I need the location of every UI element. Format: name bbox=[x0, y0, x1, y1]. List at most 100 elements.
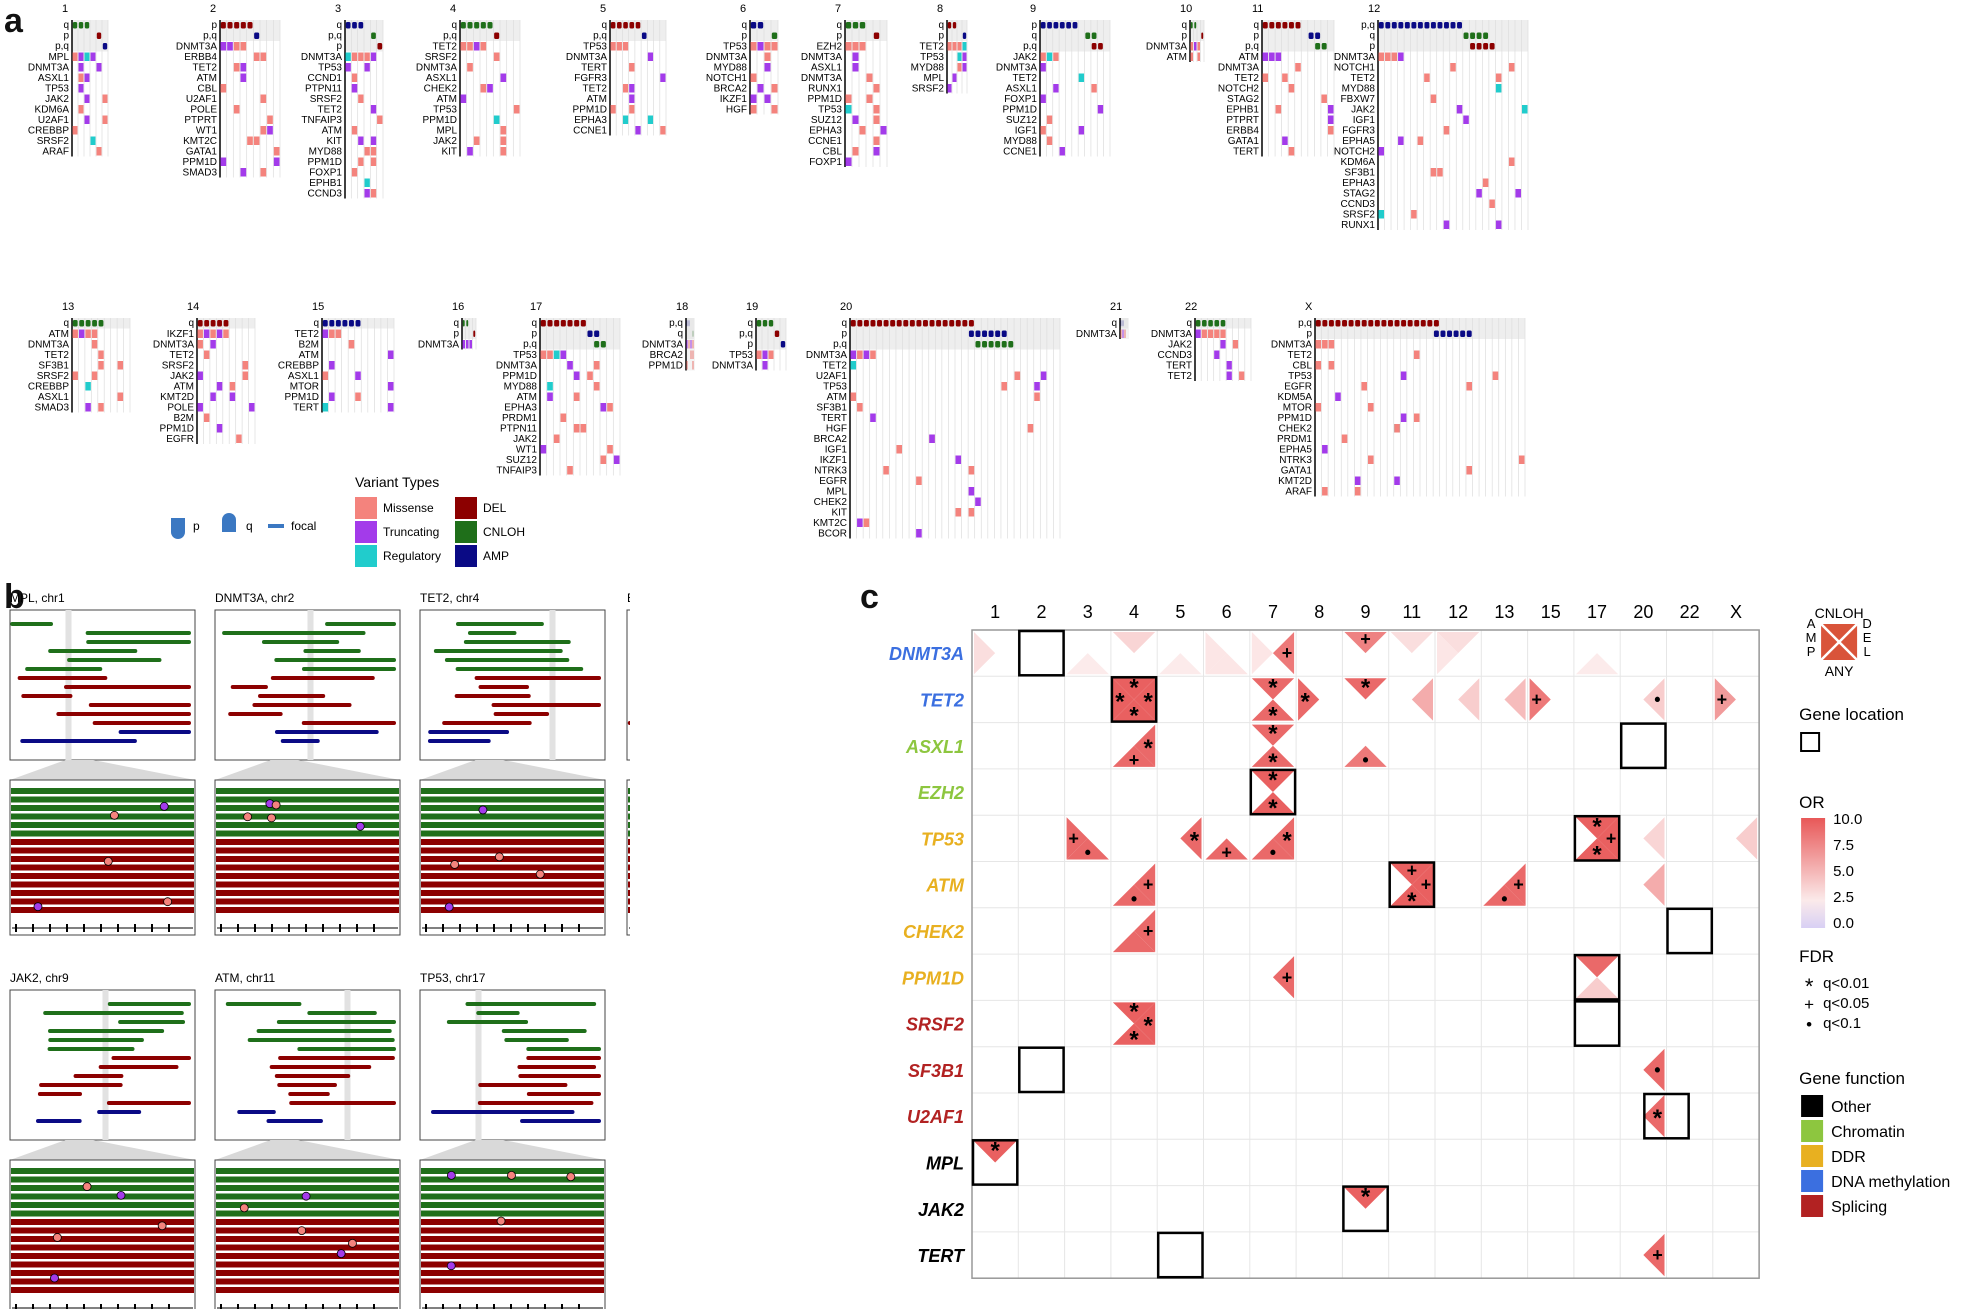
cnv-mark bbox=[1085, 32, 1091, 39]
mutation-mark bbox=[1489, 199, 1495, 208]
mutation-mark bbox=[364, 52, 370, 61]
mutation-mark bbox=[845, 94, 852, 103]
mutation-mark bbox=[72, 126, 78, 135]
cnv-segment bbox=[48, 649, 138, 653]
gene-label: STAG2 bbox=[1343, 189, 1375, 200]
oncoprint-title: 13 bbox=[62, 301, 74, 313]
zoom-segment bbox=[11, 1227, 194, 1234]
arm-label: q bbox=[747, 318, 753, 329]
cnv-mark bbox=[72, 22, 78, 29]
fdr-symbol: * bbox=[1592, 841, 1602, 868]
cnv-mark bbox=[903, 320, 909, 327]
cnv-mark bbox=[473, 330, 476, 337]
gene-label: PPM1D bbox=[183, 157, 217, 168]
zoom-connector bbox=[10, 760, 195, 780]
zoom-segment bbox=[11, 890, 194, 896]
mutation-mark bbox=[1385, 52, 1391, 61]
arm-key-label: p bbox=[193, 519, 200, 533]
arm-label: p,q bbox=[523, 339, 537, 350]
gene-label: ATM bbox=[197, 73, 217, 84]
column-label: 7 bbox=[1268, 602, 1278, 622]
mutation-mark bbox=[345, 52, 351, 61]
mutation-mark bbox=[540, 350, 547, 359]
exon-mark bbox=[442, 1304, 444, 1309]
zoom-segment bbox=[11, 1168, 194, 1174]
mutation-mark bbox=[952, 73, 957, 82]
mutation-mark bbox=[91, 329, 98, 338]
mutation-mark bbox=[771, 105, 778, 114]
oncoprint-title: 8 bbox=[937, 3, 943, 15]
mutation-mark bbox=[593, 382, 600, 391]
zoom-segment bbox=[11, 1193, 194, 1200]
mutation-mark bbox=[1046, 136, 1053, 145]
zoom-segment bbox=[216, 1210, 399, 1217]
mutation-mark bbox=[1269, 52, 1275, 61]
gene-label: IKZF1 bbox=[167, 329, 195, 340]
arm-label: q bbox=[836, 20, 842, 31]
cnv-segment bbox=[56, 712, 192, 716]
gene-label: JAK2 bbox=[170, 371, 194, 382]
gene-label: MPL bbox=[48, 52, 69, 63]
zoom-segment bbox=[11, 1185, 194, 1191]
mutation-mark bbox=[473, 136, 480, 145]
gene-label: SUZ12 bbox=[1006, 115, 1038, 126]
cnv-segment bbox=[428, 730, 510, 734]
mutation-mark bbox=[1091, 84, 1097, 93]
mutation-mark bbox=[460, 94, 467, 103]
mutation-mark bbox=[351, 52, 358, 61]
mutation-mark bbox=[1120, 329, 1122, 338]
mutation-mark bbox=[260, 94, 267, 103]
zoom-segment bbox=[11, 1261, 194, 1268]
arm-label: p,q bbox=[443, 31, 457, 42]
gene-label: GATA1 bbox=[1228, 136, 1260, 147]
mutation-mark bbox=[1394, 424, 1400, 433]
mutation-mark bbox=[473, 42, 480, 51]
mutation-mark bbox=[260, 52, 267, 61]
cnv-mark bbox=[1194, 22, 1197, 29]
gene-label: WT1 bbox=[196, 126, 218, 137]
fdr-symbol: • bbox=[1270, 842, 1276, 862]
mutation-mark bbox=[98, 361, 104, 370]
cnv-mark bbox=[890, 320, 896, 327]
mutation-mark bbox=[90, 52, 96, 61]
mutation-mark bbox=[1046, 115, 1053, 124]
column-label: 6 bbox=[1222, 602, 1232, 622]
mutation-mark bbox=[355, 371, 361, 380]
zoom-segment bbox=[11, 822, 194, 828]
gene-label: CCNE1 bbox=[573, 126, 607, 137]
cnv-segment bbox=[504, 1038, 569, 1042]
gene-label: TET2 bbox=[193, 63, 218, 74]
exon-mark bbox=[32, 924, 34, 932]
row-label: TP53 bbox=[921, 829, 964, 849]
cnv-mark bbox=[567, 320, 573, 327]
arm-label: p bbox=[938, 31, 944, 42]
zoom-segment bbox=[421, 890, 604, 896]
mutation-mark bbox=[358, 136, 364, 145]
fdr-symbol: + bbox=[1221, 842, 1232, 862]
mutation-mark bbox=[253, 52, 260, 61]
gene-label: STAG2 bbox=[1227, 94, 1259, 105]
arm-label: p bbox=[1369, 41, 1375, 52]
or-tick: 2.5 bbox=[1833, 889, 1854, 906]
cnv-segment bbox=[277, 1083, 337, 1087]
fdr-symbol: * bbox=[1190, 827, 1200, 854]
function-swatch bbox=[1801, 1120, 1824, 1142]
mutation-mark bbox=[968, 466, 975, 475]
cnv-mark bbox=[335, 320, 341, 327]
cnv-mark bbox=[1398, 22, 1404, 29]
arm-label: p bbox=[1031, 20, 1037, 31]
mutation-mark bbox=[1411, 210, 1417, 219]
arm-key-p-shape bbox=[171, 518, 185, 539]
mutation-mark bbox=[929, 434, 935, 443]
gene-label: PTPN11 bbox=[500, 424, 537, 435]
cnv-mark bbox=[1483, 32, 1489, 39]
or-triangle bbox=[1066, 817, 1088, 860]
mutation-mark bbox=[210, 392, 216, 401]
exon-mark bbox=[373, 1304, 375, 1309]
gene-label: SMAD3 bbox=[183, 168, 218, 179]
arm-label: p bbox=[531, 329, 537, 340]
gene-label: HGF bbox=[726, 105, 747, 116]
gene-label: DNMT3A bbox=[566, 52, 607, 63]
or-triangle bbox=[1205, 632, 1227, 675]
mutation-mark bbox=[947, 42, 952, 51]
